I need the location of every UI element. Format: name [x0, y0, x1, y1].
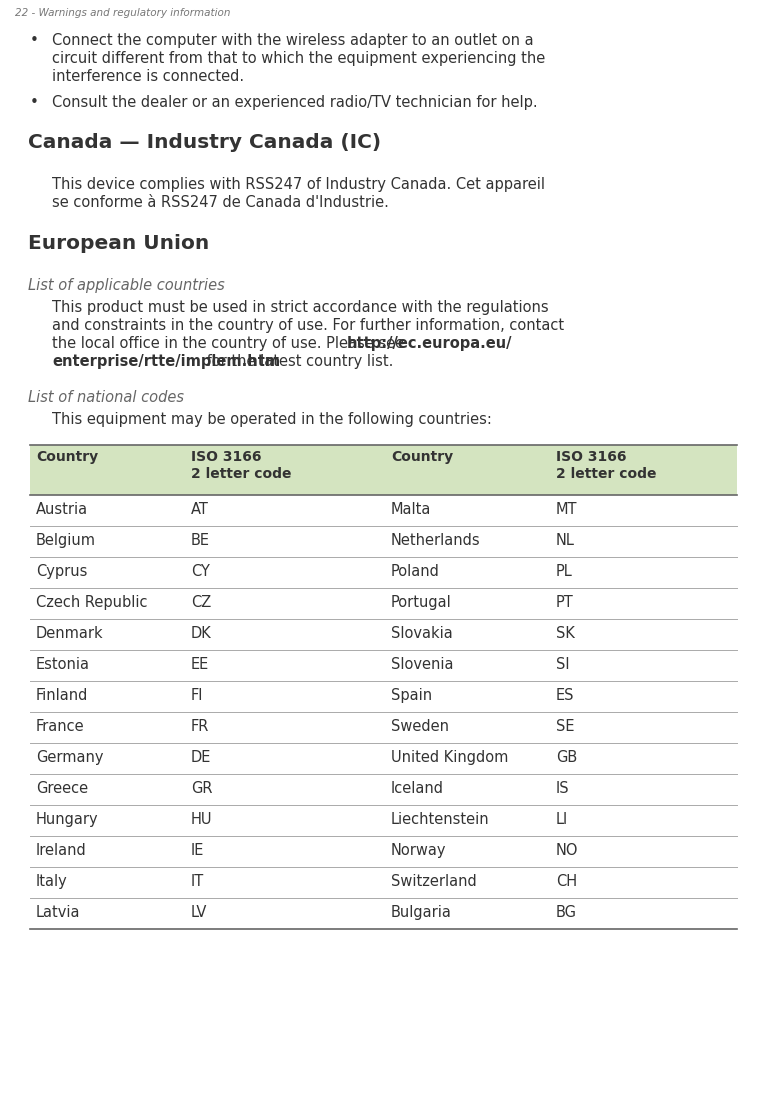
Text: Ireland: Ireland	[36, 843, 87, 858]
Text: PL: PL	[556, 564, 573, 579]
Text: Netherlands: Netherlands	[391, 533, 481, 548]
Text: interference is connected.: interference is connected.	[52, 69, 244, 84]
Text: PT: PT	[556, 595, 574, 610]
Text: ISO 3166
2 letter code: ISO 3166 2 letter code	[191, 450, 291, 481]
Text: Italy: Italy	[36, 874, 67, 889]
Text: This equipment may be operated in the following countries:: This equipment may be operated in the fo…	[52, 412, 492, 427]
Text: Canada — Industry Canada (IC): Canada — Industry Canada (IC)	[28, 133, 381, 152]
Text: Malta: Malta	[391, 502, 431, 517]
Text: Denmark: Denmark	[36, 626, 104, 641]
Text: ES: ES	[556, 688, 574, 703]
Text: HU: HU	[191, 812, 212, 827]
Text: LV: LV	[191, 905, 207, 920]
Text: IS: IS	[556, 781, 570, 796]
Text: SK: SK	[556, 626, 575, 641]
Text: circuit different from that to which the equipment experiencing the: circuit different from that to which the…	[52, 52, 545, 66]
Bar	[30, 445, 737, 495]
Text: SE: SE	[556, 719, 574, 734]
Text: Germany: Germany	[36, 750, 104, 765]
Text: Liechtenstein: Liechtenstein	[391, 812, 489, 827]
Text: United Kingdom: United Kingdom	[391, 750, 509, 765]
Text: NO: NO	[556, 843, 578, 858]
Text: Latvia: Latvia	[36, 905, 81, 920]
Text: MT: MT	[556, 502, 578, 517]
Text: 22 - Warnings and regulatory information: 22 - Warnings and regulatory information	[15, 8, 231, 18]
Text: Czech Republic: Czech Republic	[36, 595, 147, 610]
Text: FI: FI	[191, 688, 203, 703]
Text: BE: BE	[191, 533, 210, 548]
Text: GB: GB	[556, 750, 578, 765]
Text: List of applicable countries: List of applicable countries	[28, 278, 225, 293]
Text: for the latest country list.: for the latest country list.	[202, 354, 393, 369]
Text: France: France	[36, 719, 84, 734]
Text: se conforme à RSS247 de Canada d'Industrie.: se conforme à RSS247 de Canada d'Industr…	[52, 195, 389, 210]
Text: http://ec.europa.eu/: http://ec.europa.eu/	[347, 336, 512, 351]
Text: IE: IE	[191, 843, 204, 858]
Text: CZ: CZ	[191, 595, 211, 610]
Text: Finland: Finland	[36, 688, 88, 703]
Text: Consult the dealer or an experienced radio/TV technician for help.: Consult the dealer or an experienced rad…	[52, 95, 538, 110]
Text: Hungary: Hungary	[36, 812, 99, 827]
Text: ISO 3166
2 letter code: ISO 3166 2 letter code	[556, 450, 657, 481]
Text: Greece: Greece	[36, 781, 88, 796]
Text: List of national codes: List of national codes	[28, 390, 184, 406]
Text: Country: Country	[36, 450, 98, 464]
Text: Cyprus: Cyprus	[36, 564, 87, 579]
Text: and constraints in the country of use. For further information, contact: and constraints in the country of use. F…	[52, 318, 564, 333]
Text: Austria: Austria	[36, 502, 88, 517]
Text: BG: BG	[556, 905, 577, 920]
Text: AT: AT	[191, 502, 209, 517]
Text: CH: CH	[556, 874, 577, 889]
Text: •: •	[30, 33, 39, 48]
Text: Switzerland: Switzerland	[391, 874, 477, 889]
Text: CY: CY	[191, 564, 210, 579]
Text: Iceland: Iceland	[391, 781, 444, 796]
Text: Country: Country	[391, 450, 453, 464]
Text: European Union: European Union	[28, 235, 209, 253]
Text: GR: GR	[191, 781, 212, 796]
Text: Norway: Norway	[391, 843, 446, 858]
Text: Sweden: Sweden	[391, 719, 449, 734]
Text: the local office in the country of use. Please see: the local office in the country of use. …	[52, 336, 409, 351]
Text: Spain: Spain	[391, 688, 432, 703]
Text: NL: NL	[556, 533, 575, 548]
Text: Slovakia: Slovakia	[391, 626, 453, 641]
Text: LI: LI	[556, 812, 568, 827]
Text: Portugal: Portugal	[391, 595, 452, 610]
Text: Slovenia: Slovenia	[391, 657, 453, 672]
Text: Bulgaria: Bulgaria	[391, 905, 452, 920]
Text: This device complies with RSS247 of Industry Canada. Cet appareil: This device complies with RSS247 of Indu…	[52, 176, 545, 192]
Text: Estonia: Estonia	[36, 657, 90, 672]
Text: This product must be used in strict accordance with the regulations: This product must be used in strict acco…	[52, 300, 548, 315]
Text: enterprise/rtte/implem.htm: enterprise/rtte/implem.htm	[52, 354, 280, 369]
Text: •: •	[30, 95, 39, 110]
Text: DE: DE	[191, 750, 212, 765]
Text: SI: SI	[556, 657, 570, 672]
Text: IT: IT	[191, 874, 204, 889]
Text: Connect the computer with the wireless adapter to an outlet on a: Connect the computer with the wireless a…	[52, 33, 534, 48]
Text: Poland: Poland	[391, 564, 440, 579]
Text: Belgium: Belgium	[36, 533, 96, 548]
Text: FR: FR	[191, 719, 209, 734]
Text: DK: DK	[191, 626, 212, 641]
Text: EE: EE	[191, 657, 209, 672]
